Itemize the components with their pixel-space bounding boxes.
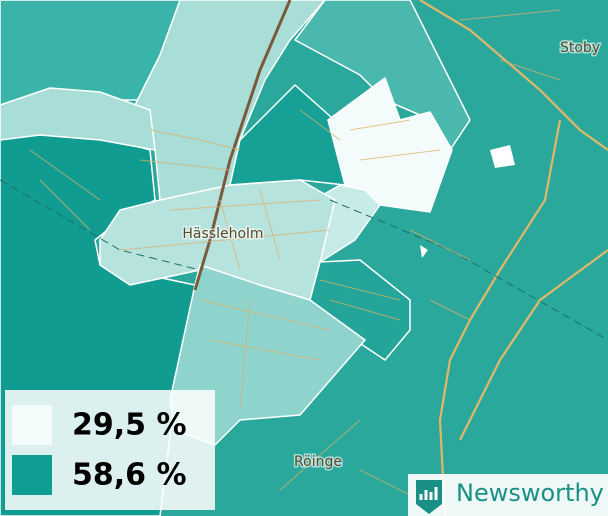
rail: [0, 179, 201, 271]
legend-swatch: [12, 405, 52, 445]
place-label: Stoby: [560, 40, 600, 56]
place-label: Hässleholm: [182, 226, 263, 242]
legend: 29,5 % 58,6 %: [12, 405, 187, 495]
place-label: Röinge: [294, 454, 342, 470]
legend-label: 29,5 %: [72, 408, 187, 443]
region: [0, 87, 156, 151]
road: [459, 249, 608, 441]
roads: [29, 9, 561, 501]
legend-label: 58,6 %: [72, 458, 187, 493]
brand-name: Newsworthy: [456, 479, 604, 507]
road: [419, 0, 608, 151]
brand-icon-bars: [419, 487, 438, 500]
lake: [420, 145, 515, 258]
legend-swatch: [12, 455, 52, 495]
railway: [193, 0, 292, 291]
